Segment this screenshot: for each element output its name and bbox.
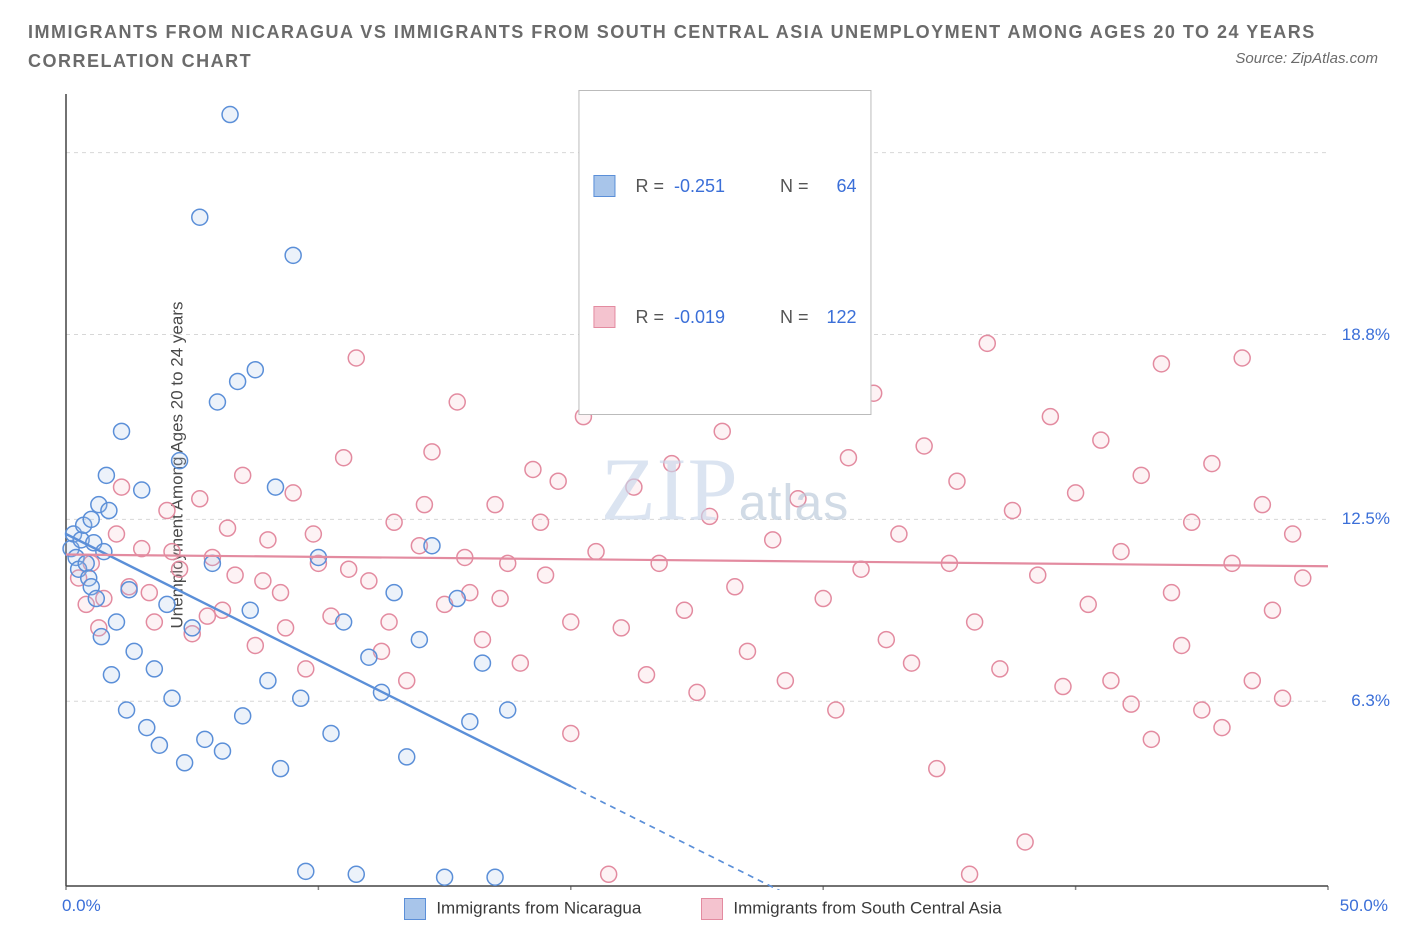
stats-label-r: R = [635, 304, 664, 330]
legend-label-0: Immigrants from Nicaragua [436, 898, 641, 917]
stats-label-r: R = [635, 173, 664, 199]
source-name: ZipAtlas.com [1291, 50, 1378, 67]
stats-n-0: 64 [819, 173, 857, 199]
stats-n-1: 122 [819, 304, 857, 330]
correlation-stats-box: R = -0.251 N = 64 R = -0.019 N = 122 [578, 90, 871, 415]
y-tick-label: 18.8% [1342, 325, 1390, 345]
stats-r-0: -0.251 [674, 173, 725, 199]
legend-swatch-1 [701, 898, 723, 920]
chart-plot-area: ZIPatlas R = -0.251 N = 64 R = -0.019 N … [62, 90, 1388, 890]
stats-swatch-1 [593, 306, 615, 328]
source-citation: Source: ZipAtlas.com [1235, 50, 1378, 67]
title-line-2: CORRELATION CHART [28, 47, 1378, 76]
source-prefix: Source: [1235, 50, 1291, 67]
legend-swatch-0 [404, 898, 426, 920]
y-tick-label: 12.5% [1342, 509, 1390, 529]
legend-label-1: Immigrants from South Central Asia [733, 898, 1001, 917]
stats-row-series-1: R = -0.019 N = 122 [593, 278, 856, 356]
title-block: IMMIGRANTS FROM NICARAGUA VS IMMIGRANTS … [0, 0, 1406, 76]
stats-label-n: N = [780, 173, 809, 199]
legend-item-1: Immigrants from South Central Asia [701, 898, 1001, 920]
y-tick-label: 6.3% [1351, 691, 1390, 711]
stats-r-1: -0.019 [674, 304, 725, 330]
stats-swatch-0 [593, 175, 615, 197]
stats-label-n: N = [780, 304, 809, 330]
legend-item-0: Immigrants from Nicaragua [404, 898, 641, 920]
title-line-1: IMMIGRANTS FROM NICARAGUA VS IMMIGRANTS … [28, 18, 1378, 47]
stats-row-series-0: R = -0.251 N = 64 [593, 147, 856, 225]
bottom-legend: Immigrants from Nicaragua Immigrants fro… [0, 894, 1406, 924]
